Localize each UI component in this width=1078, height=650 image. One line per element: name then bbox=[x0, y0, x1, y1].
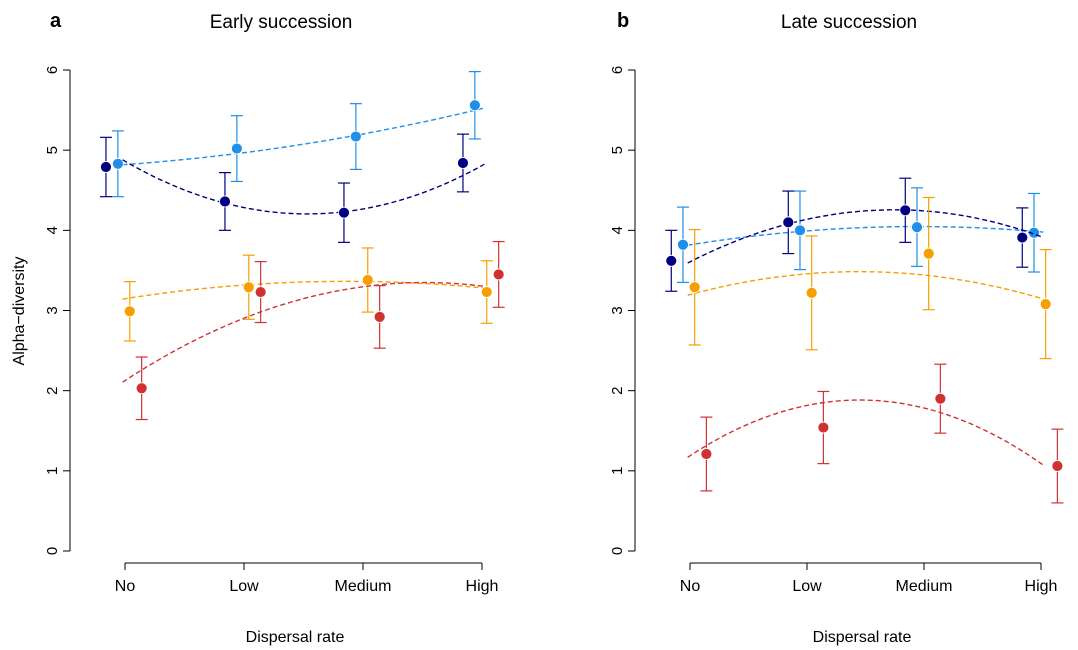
x-tick-label: High bbox=[1025, 578, 1058, 595]
x-axis-label: Dispersal rate bbox=[246, 629, 345, 646]
fit-curve bbox=[687, 270, 1044, 300]
data-point bbox=[230, 142, 243, 155]
data-point bbox=[123, 305, 136, 318]
y-tick-label: 3 bbox=[609, 306, 626, 314]
data-point bbox=[135, 382, 148, 395]
x-tick-label: Low bbox=[792, 578, 822, 595]
series-3 bbox=[122, 240, 505, 421]
y-axis-label: Alpha−diversity bbox=[11, 257, 28, 366]
y-tick-label: 5 bbox=[44, 146, 61, 154]
fit-curve bbox=[687, 225, 1044, 246]
y-tick-label: 0 bbox=[44, 547, 61, 555]
fit-curve bbox=[122, 280, 485, 300]
data-point bbox=[111, 157, 124, 170]
data-point bbox=[219, 195, 231, 208]
data-point bbox=[794, 224, 806, 237]
x-tick-label: Medium bbox=[896, 578, 953, 595]
data-point bbox=[1016, 231, 1029, 244]
data-point bbox=[922, 247, 935, 260]
y-tick-label: 1 bbox=[44, 467, 61, 475]
series-2 bbox=[122, 247, 493, 342]
series-0 bbox=[111, 71, 485, 198]
data-point bbox=[457, 157, 469, 169]
data-point bbox=[677, 238, 689, 251]
chart-title: Late succession bbox=[781, 12, 917, 33]
data-point bbox=[934, 392, 947, 405]
data-point bbox=[1039, 298, 1052, 310]
x-tick-label: No bbox=[680, 578, 701, 595]
data-point bbox=[1051, 460, 1064, 472]
y-tick-label: 4 bbox=[44, 226, 61, 234]
y-tick-label: 4 bbox=[609, 226, 626, 234]
data-point bbox=[254, 286, 267, 298]
data-point bbox=[373, 311, 386, 323]
fit-curve bbox=[122, 159, 485, 215]
data-point bbox=[665, 254, 678, 267]
fit-curve bbox=[687, 209, 1044, 264]
data-point bbox=[700, 448, 713, 460]
data-point bbox=[817, 421, 830, 434]
series-2 bbox=[687, 196, 1052, 360]
series-3 bbox=[687, 363, 1064, 504]
series-1 bbox=[99, 133, 485, 243]
data-point bbox=[480, 286, 493, 298]
x-tick-label: Medium bbox=[335, 578, 392, 595]
y-tick-label: 0 bbox=[609, 547, 626, 555]
panel-letter: a bbox=[50, 10, 62, 32]
x-tick-label: High bbox=[466, 578, 499, 595]
data-point bbox=[805, 286, 818, 299]
x-tick-label: No bbox=[115, 578, 136, 595]
data-point bbox=[338, 206, 350, 219]
y-tick-label: 3 bbox=[44, 306, 61, 314]
series-1 bbox=[665, 177, 1044, 292]
data-point bbox=[492, 268, 505, 281]
y-tick-label: 5 bbox=[609, 146, 626, 154]
panel-letter: b bbox=[617, 10, 629, 32]
data-point bbox=[899, 204, 912, 217]
y-tick-label: 6 bbox=[609, 66, 626, 74]
data-point bbox=[911, 221, 923, 234]
data-point bbox=[468, 99, 481, 112]
chart-panel-a: a Early succession 0 1 2 3 4 5 6 No Low Medium High D… bbox=[11, 10, 505, 646]
y-tick-label: 1 bbox=[609, 467, 626, 475]
x-tick-label: Low bbox=[229, 578, 259, 595]
chart-panel-b: b Late succession 0 1 2 3 4 5 6 No Low Medium High Di… bbox=[609, 10, 1064, 646]
fit-curve bbox=[687, 399, 1044, 466]
data-point bbox=[782, 216, 795, 229]
y-tick-label: 6 bbox=[44, 66, 61, 74]
data-point bbox=[349, 130, 362, 143]
data-point bbox=[688, 281, 701, 294]
fit-curve bbox=[122, 281, 485, 383]
y-tick-label: 2 bbox=[609, 386, 626, 394]
chart-title: Early succession bbox=[210, 12, 353, 33]
fit-curve bbox=[122, 107, 485, 166]
series-0 bbox=[676, 187, 1044, 284]
data-point bbox=[242, 281, 255, 294]
y-tick-label: 2 bbox=[44, 386, 61, 394]
data-point bbox=[361, 274, 374, 286]
x-axis-label: Dispersal rate bbox=[813, 629, 912, 646]
data-point bbox=[100, 161, 112, 173]
